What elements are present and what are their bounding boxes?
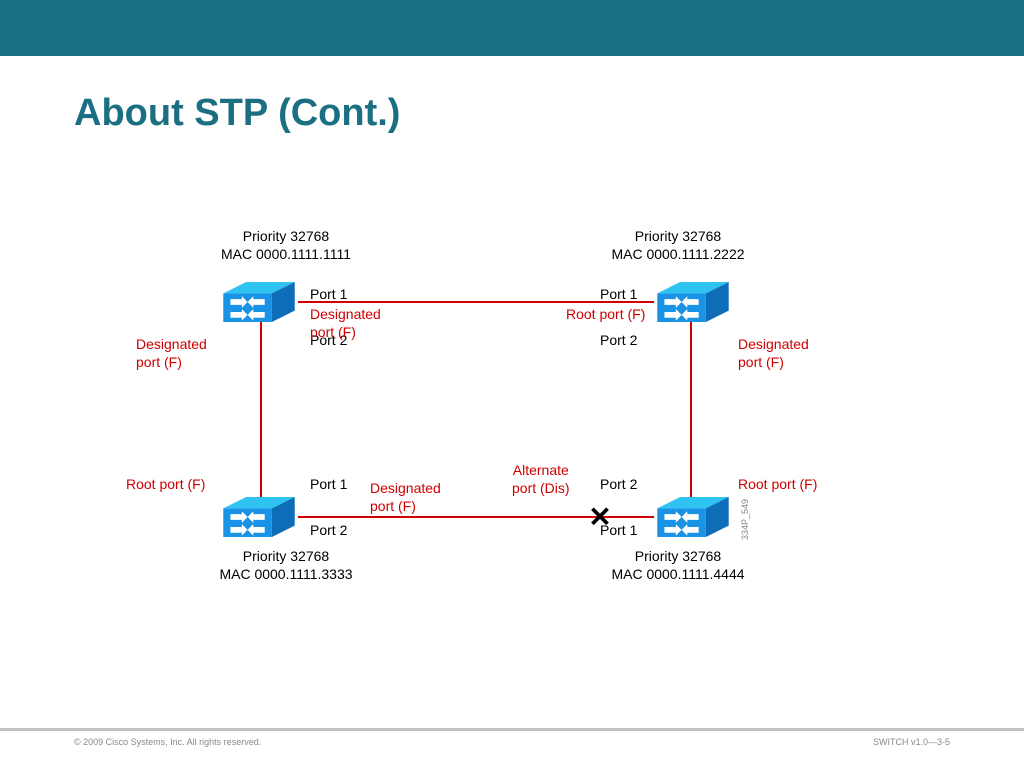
tl-priority-text: Priority 32768 [243,228,329,244]
tr-priority-text: Priority 32768 [635,228,721,244]
tr-role-left: Root port (F) [566,306,645,324]
switch-br [654,497,732,537]
link-left [260,322,262,497]
tl-role-down-l1: Designated [136,336,207,352]
br-priority-text: Priority 32768 [635,548,721,564]
footer-copyright: © 2009 Cisco Systems, Inc. All rights re… [74,737,261,747]
footer-version: SWITCH v1.0—3-5 [873,737,950,747]
switch-tl [220,282,298,322]
bl-priority-text: Priority 32768 [243,548,329,564]
tr-port2: Port 2 [600,332,637,350]
stp-diagram: ✕ Priority 32768 MAC [180,200,860,600]
br-mac-text: MAC 0000.1111.4444 [611,566,744,582]
switch-bl [220,497,298,537]
slide-title: About STP (Cont.) [74,92,1024,135]
tr-role-down: Designated port (F) [738,336,809,371]
footer: © 2009 Cisco Systems, Inc. All rights re… [0,728,1024,750]
image-id: 334P_549 [740,499,750,540]
bl-port2: Port 2 [310,522,347,540]
bl-mac-text: MAC 0000.1111.3333 [219,566,352,582]
br-role-left: Alternate port (Dis) [512,462,570,497]
tl-port1: Port 1 [310,286,347,304]
br-role-left-l2: port (Dis) [512,480,570,496]
tr-mac-text: MAC 0000.1111.2222 [611,246,744,262]
bl-port1: Port 1 [310,476,347,494]
tl-mac-text: MAC 0000.1111.1111 [221,246,351,262]
tl-role-down-l2: port (F) [136,354,182,370]
tl-role-down: Designated port (F) [136,336,207,371]
tl-role-right-l1: Designated [310,306,381,322]
tr-port1: Port 1 [600,286,637,304]
br-role-up: Root port (F) [738,476,817,494]
br-priority: Priority 32768 MAC 0000.1111.4444 [590,548,766,583]
link-right [690,322,692,497]
bl-role-right-l2: port (F) [370,498,416,514]
br-role-left-l1: Alternate [513,462,569,478]
bl-priority: Priority 32768 MAC 0000.1111.3333 [206,548,366,583]
tr-priority: Priority 32768 MAC 0000.1111.2222 [590,228,766,263]
br-port2: Port 2 [600,476,637,494]
tr-role-down-l1: Designated [738,336,809,352]
tl-priority: Priority 32768 MAC 0000.1111.1111 [206,228,366,263]
tl-role-right: Designated port (F) [310,306,381,341]
bl-role-right-l1: Designated [370,480,441,496]
switch-tr [654,282,732,322]
tr-role-down-l2: port (F) [738,354,784,370]
top-banner [0,0,1024,56]
bl-role-right: Designated port (F) [370,480,441,515]
bl-role-up: Root port (F) [126,476,205,494]
br-port1: Port 1 [600,522,637,540]
tl-role-right-l2: port (F) [310,324,356,340]
